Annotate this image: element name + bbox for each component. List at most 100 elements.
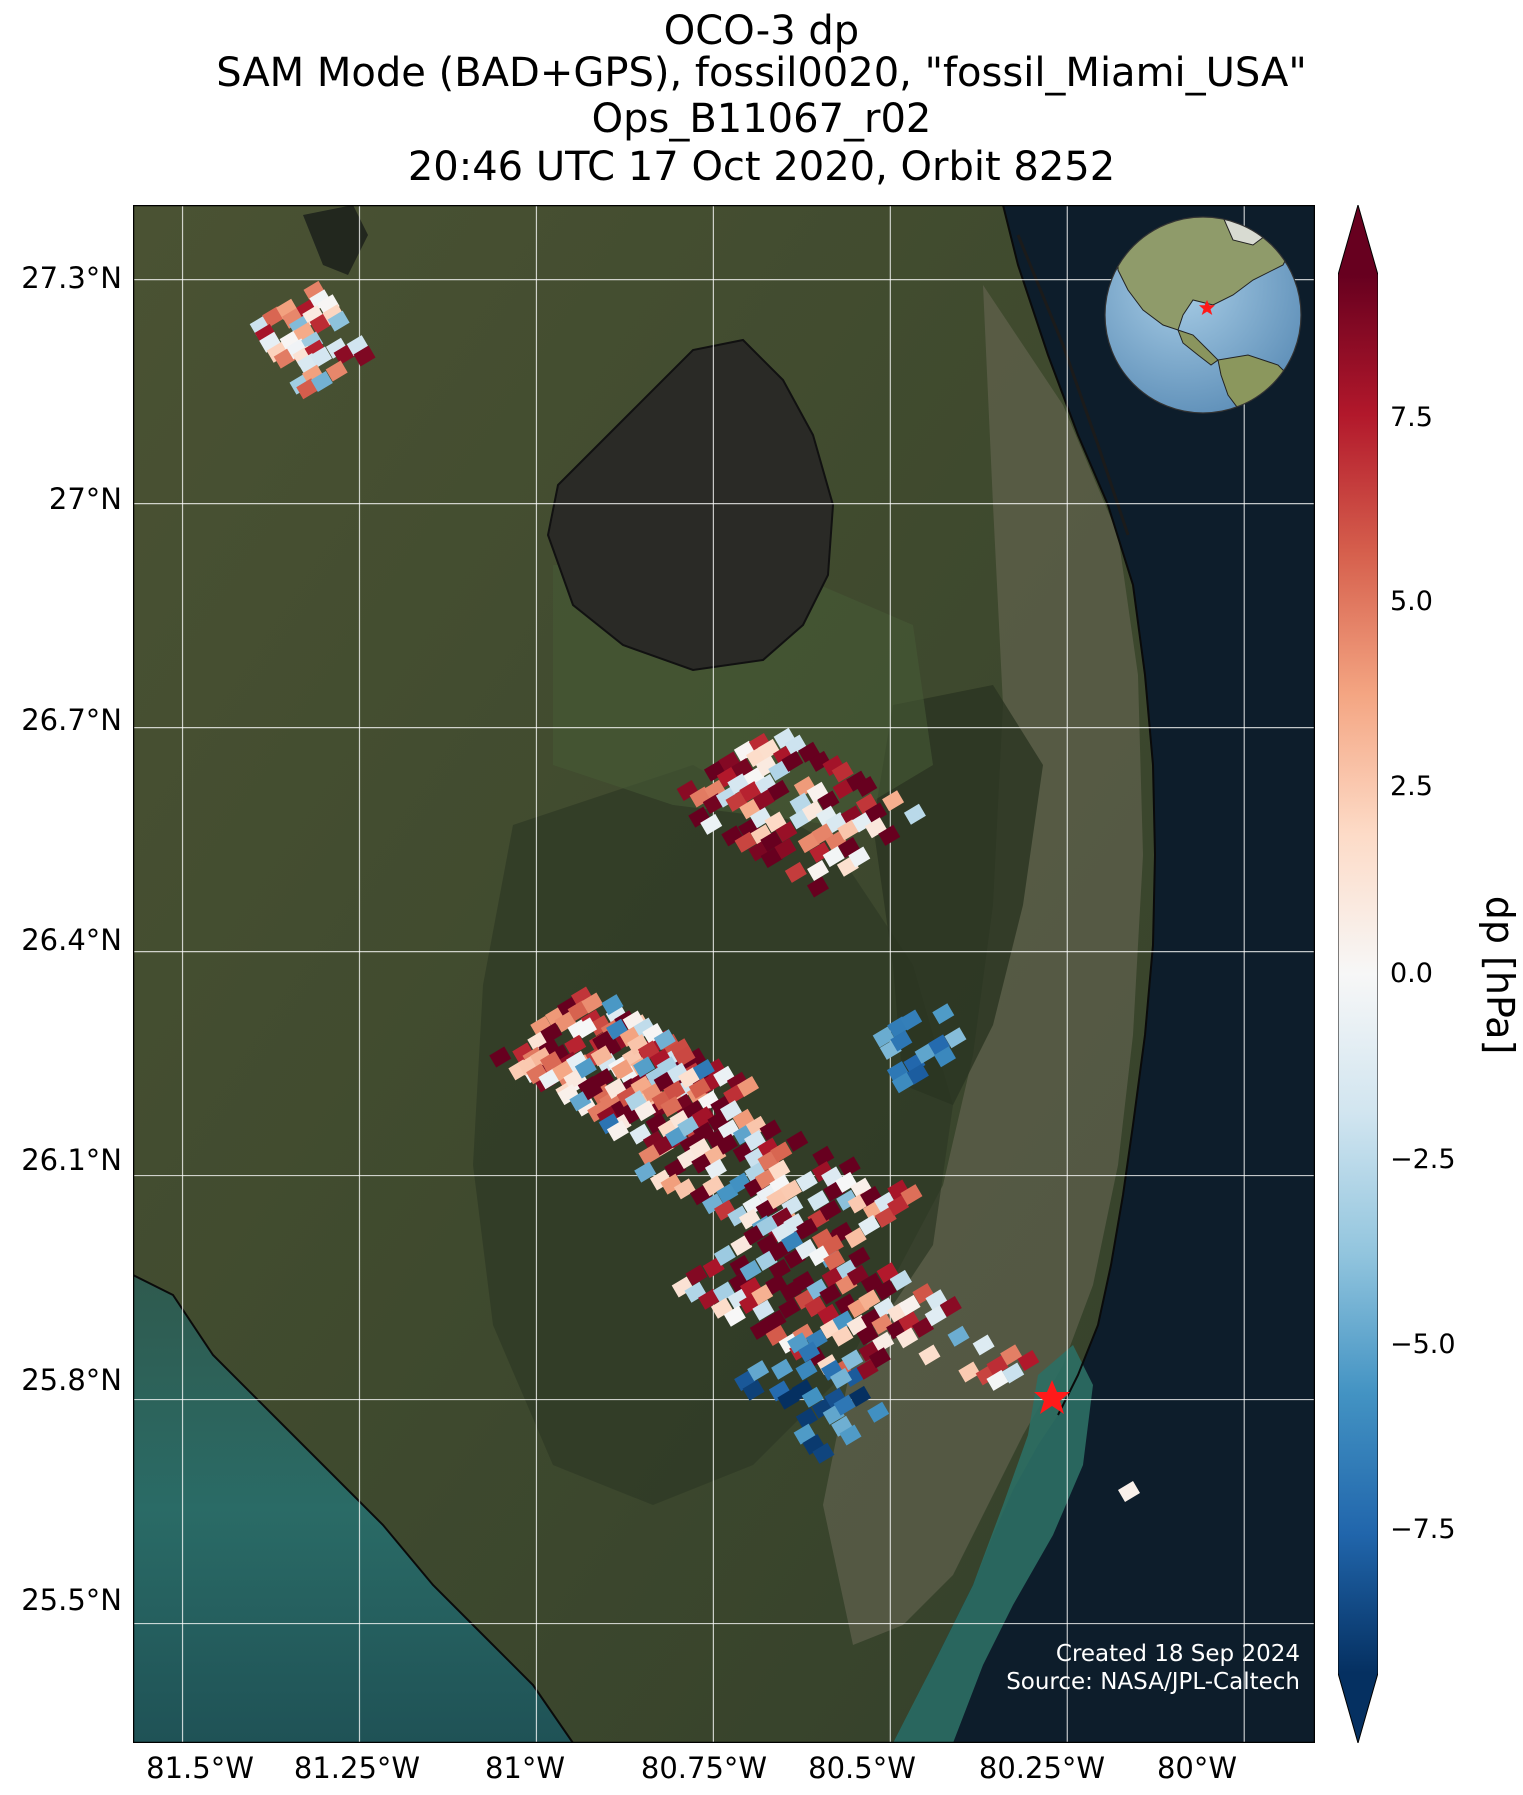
sounding-footprint — [795, 1359, 818, 1381]
sounding-footprint — [783, 1213, 806, 1235]
sounding-footprint — [873, 1297, 896, 1319]
sounding-footprint — [812, 1145, 835, 1167]
sounding-footprint — [806, 781, 829, 803]
sounding-footprint — [887, 1179, 910, 1201]
colorbar-tick-label: 5.0 — [1390, 586, 1433, 617]
sounding-footprint — [825, 812, 848, 834]
sounding-footprint — [860, 1307, 883, 1329]
sounding-footprint — [932, 1003, 955, 1025]
sounding-footprint — [786, 1130, 809, 1152]
sounding-footprint — [634, 1100, 657, 1122]
target-star-icon — [1034, 1380, 1070, 1414]
sounding-footprint — [276, 298, 299, 320]
lat-tick-label: 25.5°N — [21, 1583, 122, 1617]
sounding-footprint — [737, 1075, 760, 1097]
sounding-footprint — [590, 1045, 613, 1067]
sounding-footprint — [752, 1299, 775, 1321]
sounding-footprint — [844, 1227, 867, 1249]
sounding-footprint — [713, 1244, 736, 1266]
sounding-footprint — [804, 1296, 827, 1318]
sounding-footprint — [822, 755, 845, 777]
sounding-footprint — [601, 994, 624, 1016]
sounding-footprint — [723, 1305, 746, 1327]
sounding-footprint — [580, 1079, 603, 1101]
sounding-footprint — [598, 1113, 621, 1135]
sounding-footprint — [801, 1386, 824, 1408]
sounding-footprint — [627, 1034, 650, 1056]
sounding-footprint — [619, 1025, 642, 1047]
sounding-footprint — [606, 1018, 629, 1040]
sounding-footprint — [739, 1259, 762, 1281]
sounding-footprint — [769, 1174, 792, 1196]
sounding-footprint — [766, 1188, 789, 1210]
sounding-footprint — [756, 1215, 779, 1237]
sounding-footprint — [855, 793, 878, 815]
sounding-footprint — [874, 1279, 897, 1301]
sounding-footprint — [868, 1347, 891, 1369]
sounding-footprint — [778, 1297, 801, 1319]
sounding-footprint — [266, 341, 289, 363]
sounding-footprint — [683, 1047, 706, 1069]
sounding-footprint — [756, 1184, 779, 1206]
sounding-footprint — [738, 1208, 761, 1230]
sounding-footprint — [750, 824, 773, 846]
sounding-footprint — [606, 1120, 629, 1142]
sounding-footprint — [789, 792, 812, 814]
sounding-footprint — [860, 1185, 883, 1207]
sounding-footprint — [768, 1258, 791, 1280]
gulf-water — [133, 1275, 573, 1743]
sounding-footprint — [819, 1283, 842, 1305]
sounding-footprint — [574, 1095, 597, 1117]
sounding-footprint — [692, 1122, 715, 1144]
sounding-footprint — [872, 1026, 895, 1048]
sounding-footprint — [744, 1162, 767, 1184]
sounding-footprint — [768, 1380, 791, 1402]
colorbar-bottom-extend — [1338, 1673, 1378, 1743]
sounding-footprint — [784, 734, 807, 756]
sounding-footprint — [831, 1415, 854, 1437]
sounding-footprint — [792, 1271, 815, 1293]
sounding-footprint — [727, 773, 750, 795]
sounding-footprint — [704, 1158, 727, 1180]
sounding-footprint — [817, 790, 840, 812]
map-panel — [133, 205, 1315, 1743]
sounding-footprint — [947, 1325, 970, 1347]
sounding-footprint — [663, 1080, 686, 1102]
sounding-footprint — [795, 1407, 818, 1429]
sounding-footprint — [918, 1344, 941, 1366]
sounding-footprint — [886, 1061, 909, 1083]
colorbar-tick-label: −5.0 — [1390, 1329, 1456, 1360]
sounding-footprint — [848, 1385, 871, 1407]
sounding-footprint — [703, 760, 726, 782]
sounding-footprint — [1000, 1344, 1023, 1366]
sounding-footprint — [638, 1144, 661, 1166]
sounding-footprint — [797, 832, 820, 854]
sounding-footprint — [691, 1106, 714, 1128]
sounding-footprint — [685, 1264, 708, 1286]
sounding-footprint — [733, 740, 756, 762]
sounding-footprint — [793, 776, 816, 798]
sounding-footprint — [346, 335, 369, 357]
sounding-footprint — [317, 294, 340, 316]
sounding-footprint — [840, 805, 863, 827]
sounding-footprint — [831, 761, 854, 783]
sounding-footprint — [673, 1045, 696, 1067]
sounding-footprint — [552, 1060, 575, 1082]
sounding-footprint — [823, 1249, 846, 1271]
sounding-footprint — [856, 1324, 879, 1346]
soundings-layer — [249, 280, 1140, 1502]
title-line-3: Ops_B11067_r02 — [591, 96, 932, 142]
sounding-footprint — [622, 1010, 645, 1032]
sounding-footprint — [900, 1009, 923, 1031]
sounding-footprint — [712, 1281, 735, 1303]
sounding-footprint — [293, 322, 316, 344]
sounding-footprint — [752, 789, 775, 811]
sounding-footprint — [834, 1293, 857, 1315]
sounding-footprint — [850, 1177, 873, 1199]
sounding-footprint — [325, 360, 348, 382]
sounding-footprint — [630, 1075, 653, 1097]
lake-okeechobee — [546, 338, 835, 672]
sounding-footprint — [633, 1017, 656, 1039]
lat-tick-label: 26.7°N — [21, 703, 122, 737]
sounding-footprint — [530, 1015, 553, 1037]
